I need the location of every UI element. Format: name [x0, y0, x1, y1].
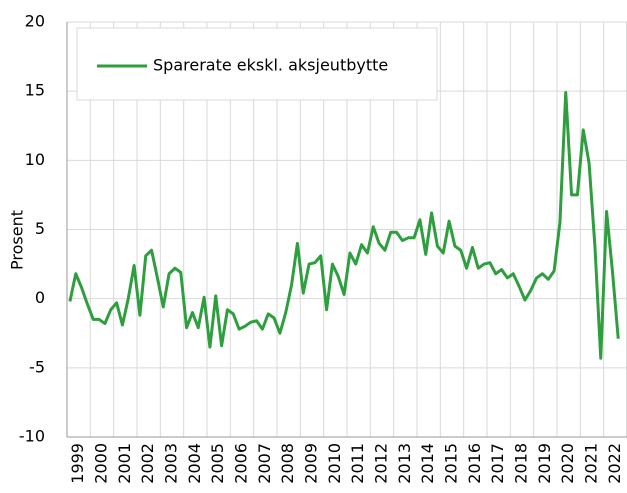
x-tick-label: 2005	[208, 443, 227, 484]
y-tick-label: 0	[35, 288, 45, 307]
x-tick-label: 2013	[395, 443, 414, 484]
x-tick-label: 2004	[185, 443, 204, 484]
x-tick-label: 2003	[162, 443, 181, 484]
x-tick-label: 2020	[558, 443, 577, 484]
y-tick-label: 15	[25, 81, 45, 100]
x-tick-label: 1999	[68, 443, 87, 484]
x-tick-label: 2001	[115, 443, 134, 484]
x-tick-label: 2008	[278, 443, 297, 484]
y-tick-label: -10	[19, 427, 45, 446]
data-line	[68, 91, 620, 360]
x-tick-label: 2016	[465, 443, 484, 484]
x-tick-label: 2002	[138, 443, 157, 484]
legend-box	[76, 27, 438, 101]
legend: Sparerate ekskl. aksjeutbytte	[76, 27, 438, 101]
y-tick-label: 5	[35, 219, 45, 238]
x-tick-label: 2009	[302, 443, 321, 484]
y-tick-label: 10	[25, 150, 45, 169]
x-tick-label: 2007	[255, 443, 274, 484]
x-tick-label: 2000	[92, 443, 111, 484]
x-tick-label: 2011	[348, 443, 367, 484]
y-axis-label: Prosent	[8, 210, 27, 270]
x-tick-label: 2018	[512, 443, 531, 484]
x-tick-label: 2019	[535, 443, 554, 484]
y-tick-label: -5	[29, 357, 45, 376]
x-tick-label: 2012	[372, 443, 391, 484]
legend-label: Sparerate ekskl. aksjeutbytte	[153, 56, 388, 75]
x-tick-label: 2021	[582, 443, 601, 484]
x-tick-label: 2015	[442, 443, 461, 484]
x-tick-label: 2022	[605, 443, 624, 484]
y-tick-label: 20	[25, 12, 45, 31]
x-tick-label: 2010	[325, 443, 344, 484]
x-tick-label: 2006	[232, 443, 251, 484]
x-tick-label: 2017	[488, 443, 507, 484]
x-tick-label: 2014	[418, 443, 437, 484]
